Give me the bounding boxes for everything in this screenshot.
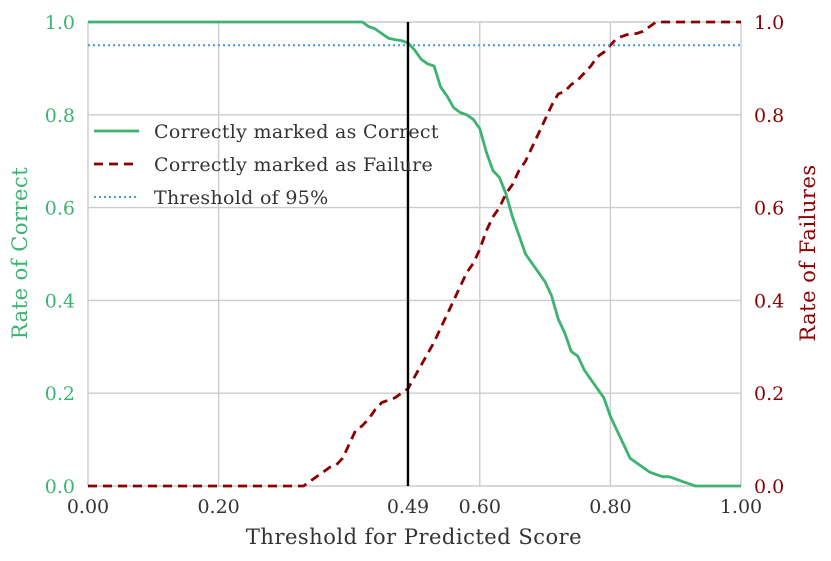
x-tick-label: 0.00 <box>67 496 109 518</box>
legend-label: Threshold of 95% <box>154 187 328 209</box>
y-right-tick-label: 0.0 <box>754 476 784 498</box>
y-left-tick-label: 0.6 <box>45 198 75 220</box>
series-layer <box>88 20 741 488</box>
y-axis-title-right: Rate of Failures <box>796 164 820 341</box>
y-right-tick-label: 0.4 <box>754 290 784 312</box>
y-right-tick-label: 1.0 <box>754 12 784 34</box>
y-right-tick-label: 0.2 <box>754 383 784 405</box>
series-line-1 <box>88 20 741 488</box>
y-left-tick-label: 0.2 <box>45 383 75 405</box>
y-axis-title-left: Rate of Correct <box>8 167 32 339</box>
x-tick-label: 0.49 <box>387 496 429 518</box>
legend-item-1: Correctly marked as Correct <box>94 121 439 143</box>
series-line-2 <box>88 20 741 488</box>
grid <box>87 21 742 487</box>
ticks: 0.00 0.20 0.49 0.60 0.80 1.000.0 0.00.2 0.20.4 0… <box>45 12 784 518</box>
x-tick-label: 1.00 <box>720 496 762 518</box>
x-tick-label: 0.80 <box>589 496 631 518</box>
x-axis-title: Threshold for Predicted Score <box>246 525 582 549</box>
y-left-tick-label: 0.4 <box>45 290 75 312</box>
y-right-tick-label: 0.6 <box>754 198 784 220</box>
y-left-tick-label: 0.8 <box>45 105 75 127</box>
y-left-tick-label: 1.0 <box>45 12 75 34</box>
y-left-tick-label: 0.0 <box>45 476 75 498</box>
legend-label: Correctly marked as Correct <box>154 121 439 143</box>
legend-item-2: Correctly marked as Failure <box>94 154 433 176</box>
y-right-tick-label: 0.8 <box>754 105 784 127</box>
legend-label: Correctly marked as Failure <box>154 154 433 176</box>
legend: Correctly marked as Correct Correctly mar… <box>94 121 439 209</box>
legend-item-3: Threshold of 95% <box>94 187 328 209</box>
x-tick-label: 0.20 <box>197 496 239 518</box>
x-tick-label: 0.60 <box>459 496 501 518</box>
